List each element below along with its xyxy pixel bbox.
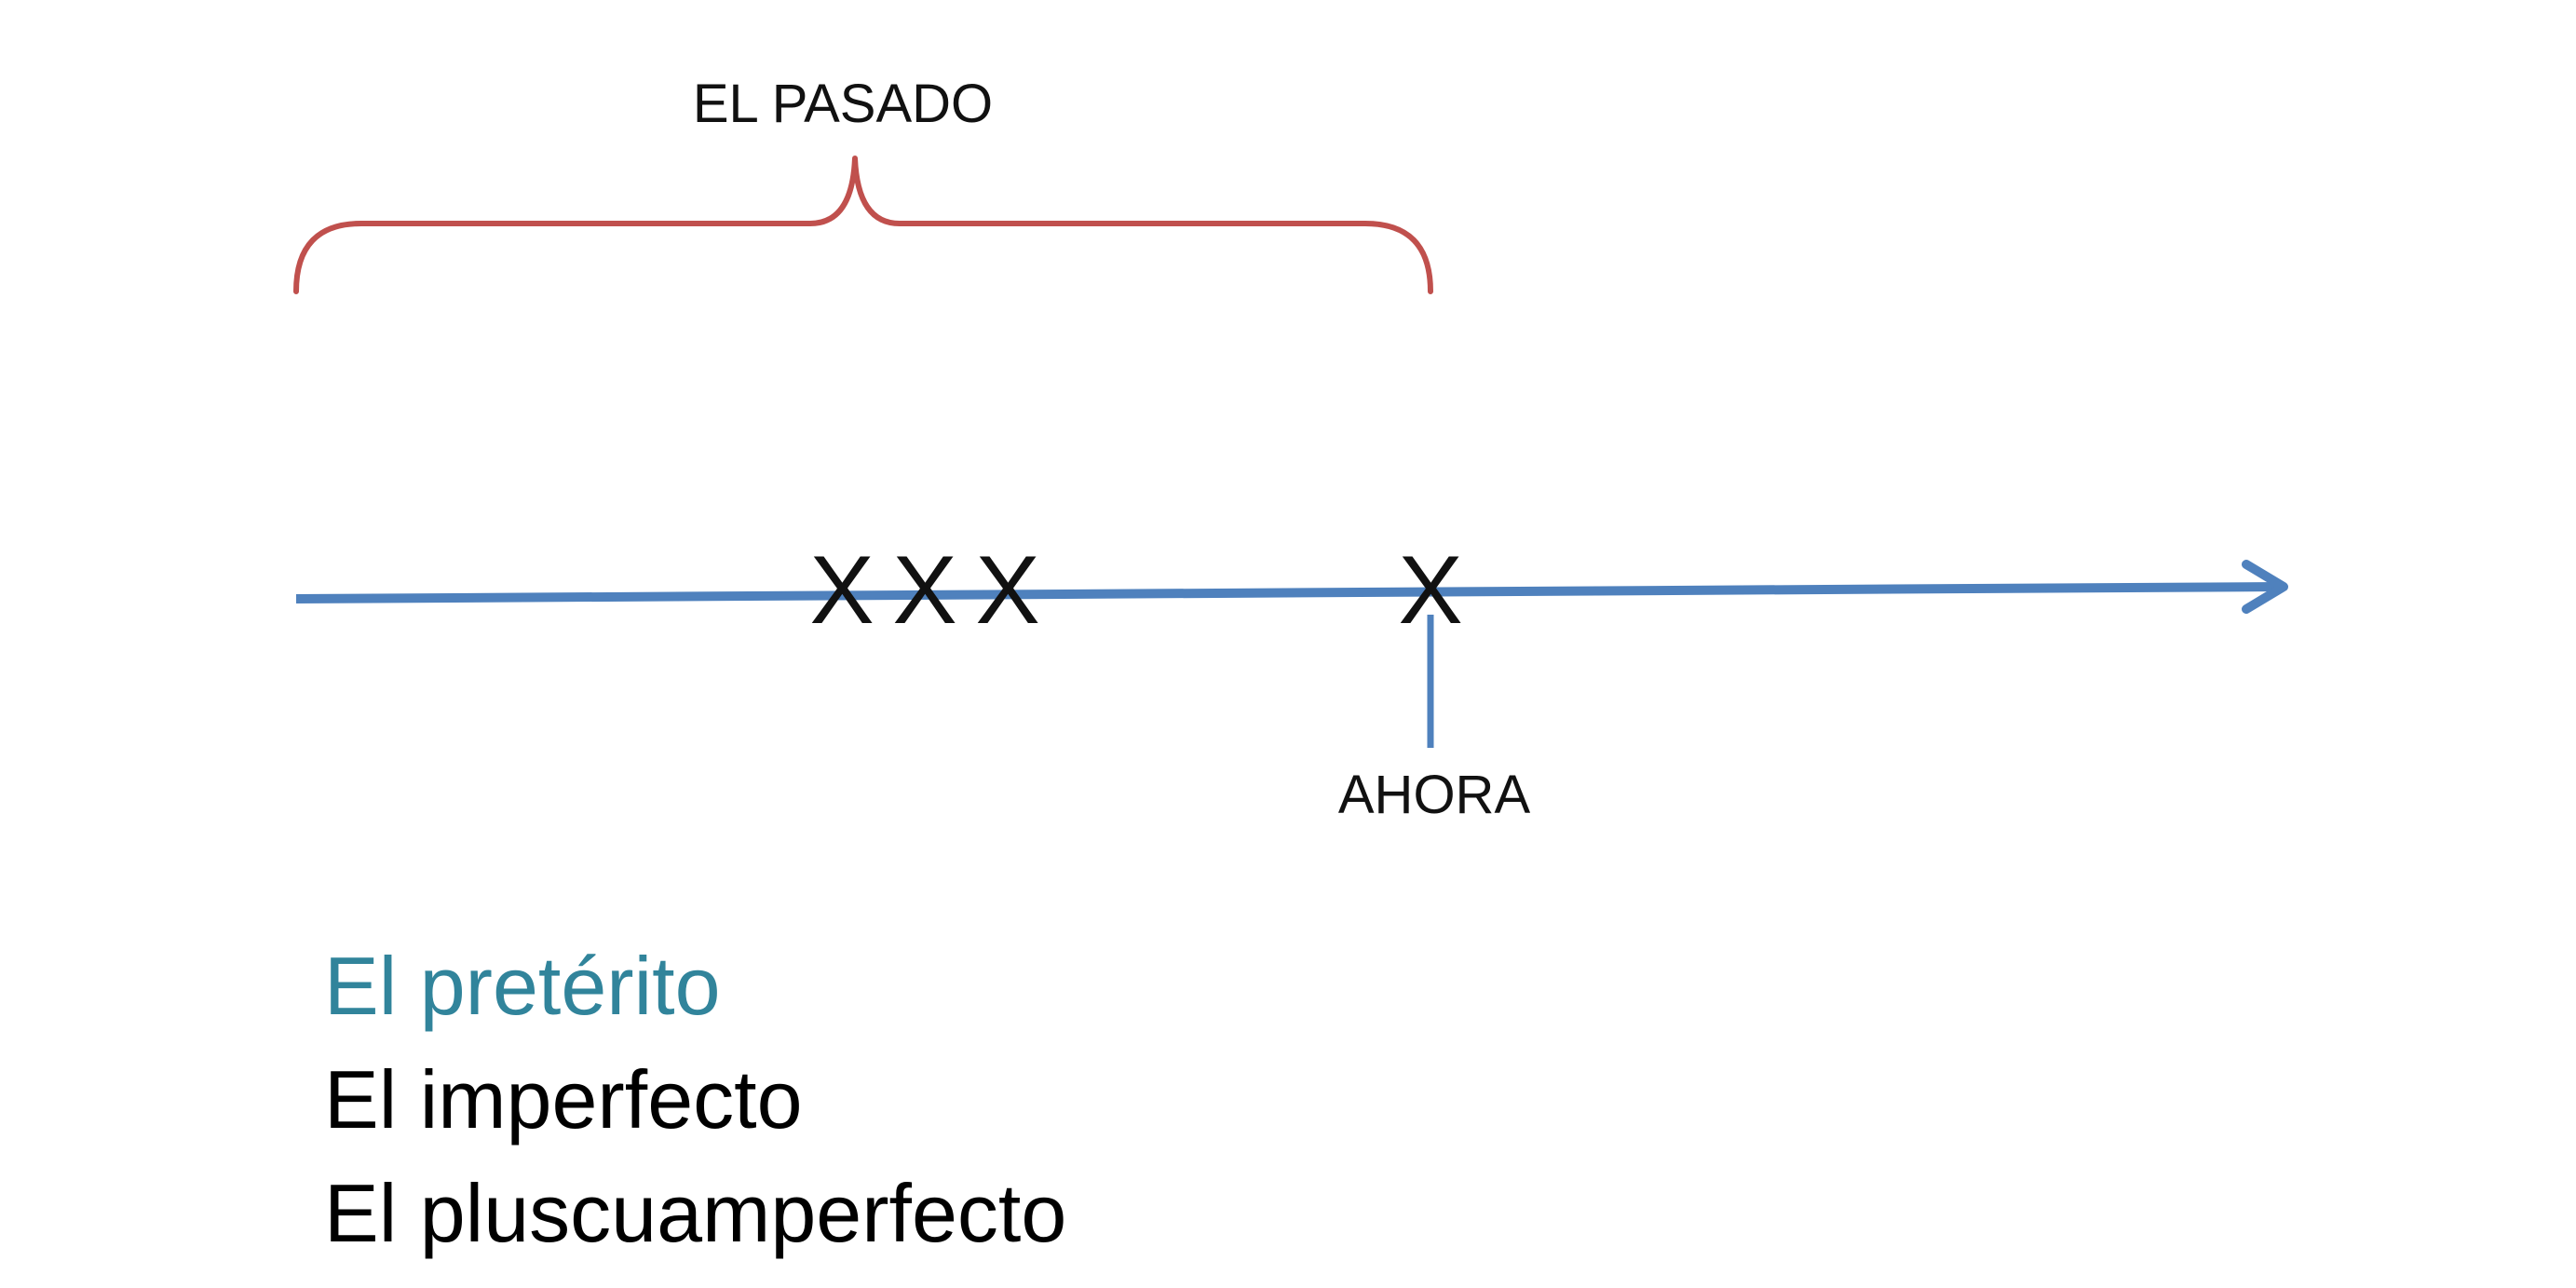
event-mark: X [809,536,874,644]
timeline-arrowhead [2242,560,2288,614]
past-brace [293,156,1433,294]
tense-list: El pretérito El imperfecto El pluscuampe… [324,929,1066,1270]
now-label: AHORA [1337,765,1531,825]
past-label: EL PASADO [692,74,994,134]
tense-imperfecto: El imperfecto [324,1053,803,1146]
timeline-line [295,582,2281,603]
event-mark: X [975,536,1040,644]
event-mark: X [892,536,957,644]
tense-pluscuamperfecto: El pluscuamperfecto [324,1167,1067,1259]
now-mark: X [1398,536,1463,644]
tense-preterito: El pretérito [324,940,721,1032]
